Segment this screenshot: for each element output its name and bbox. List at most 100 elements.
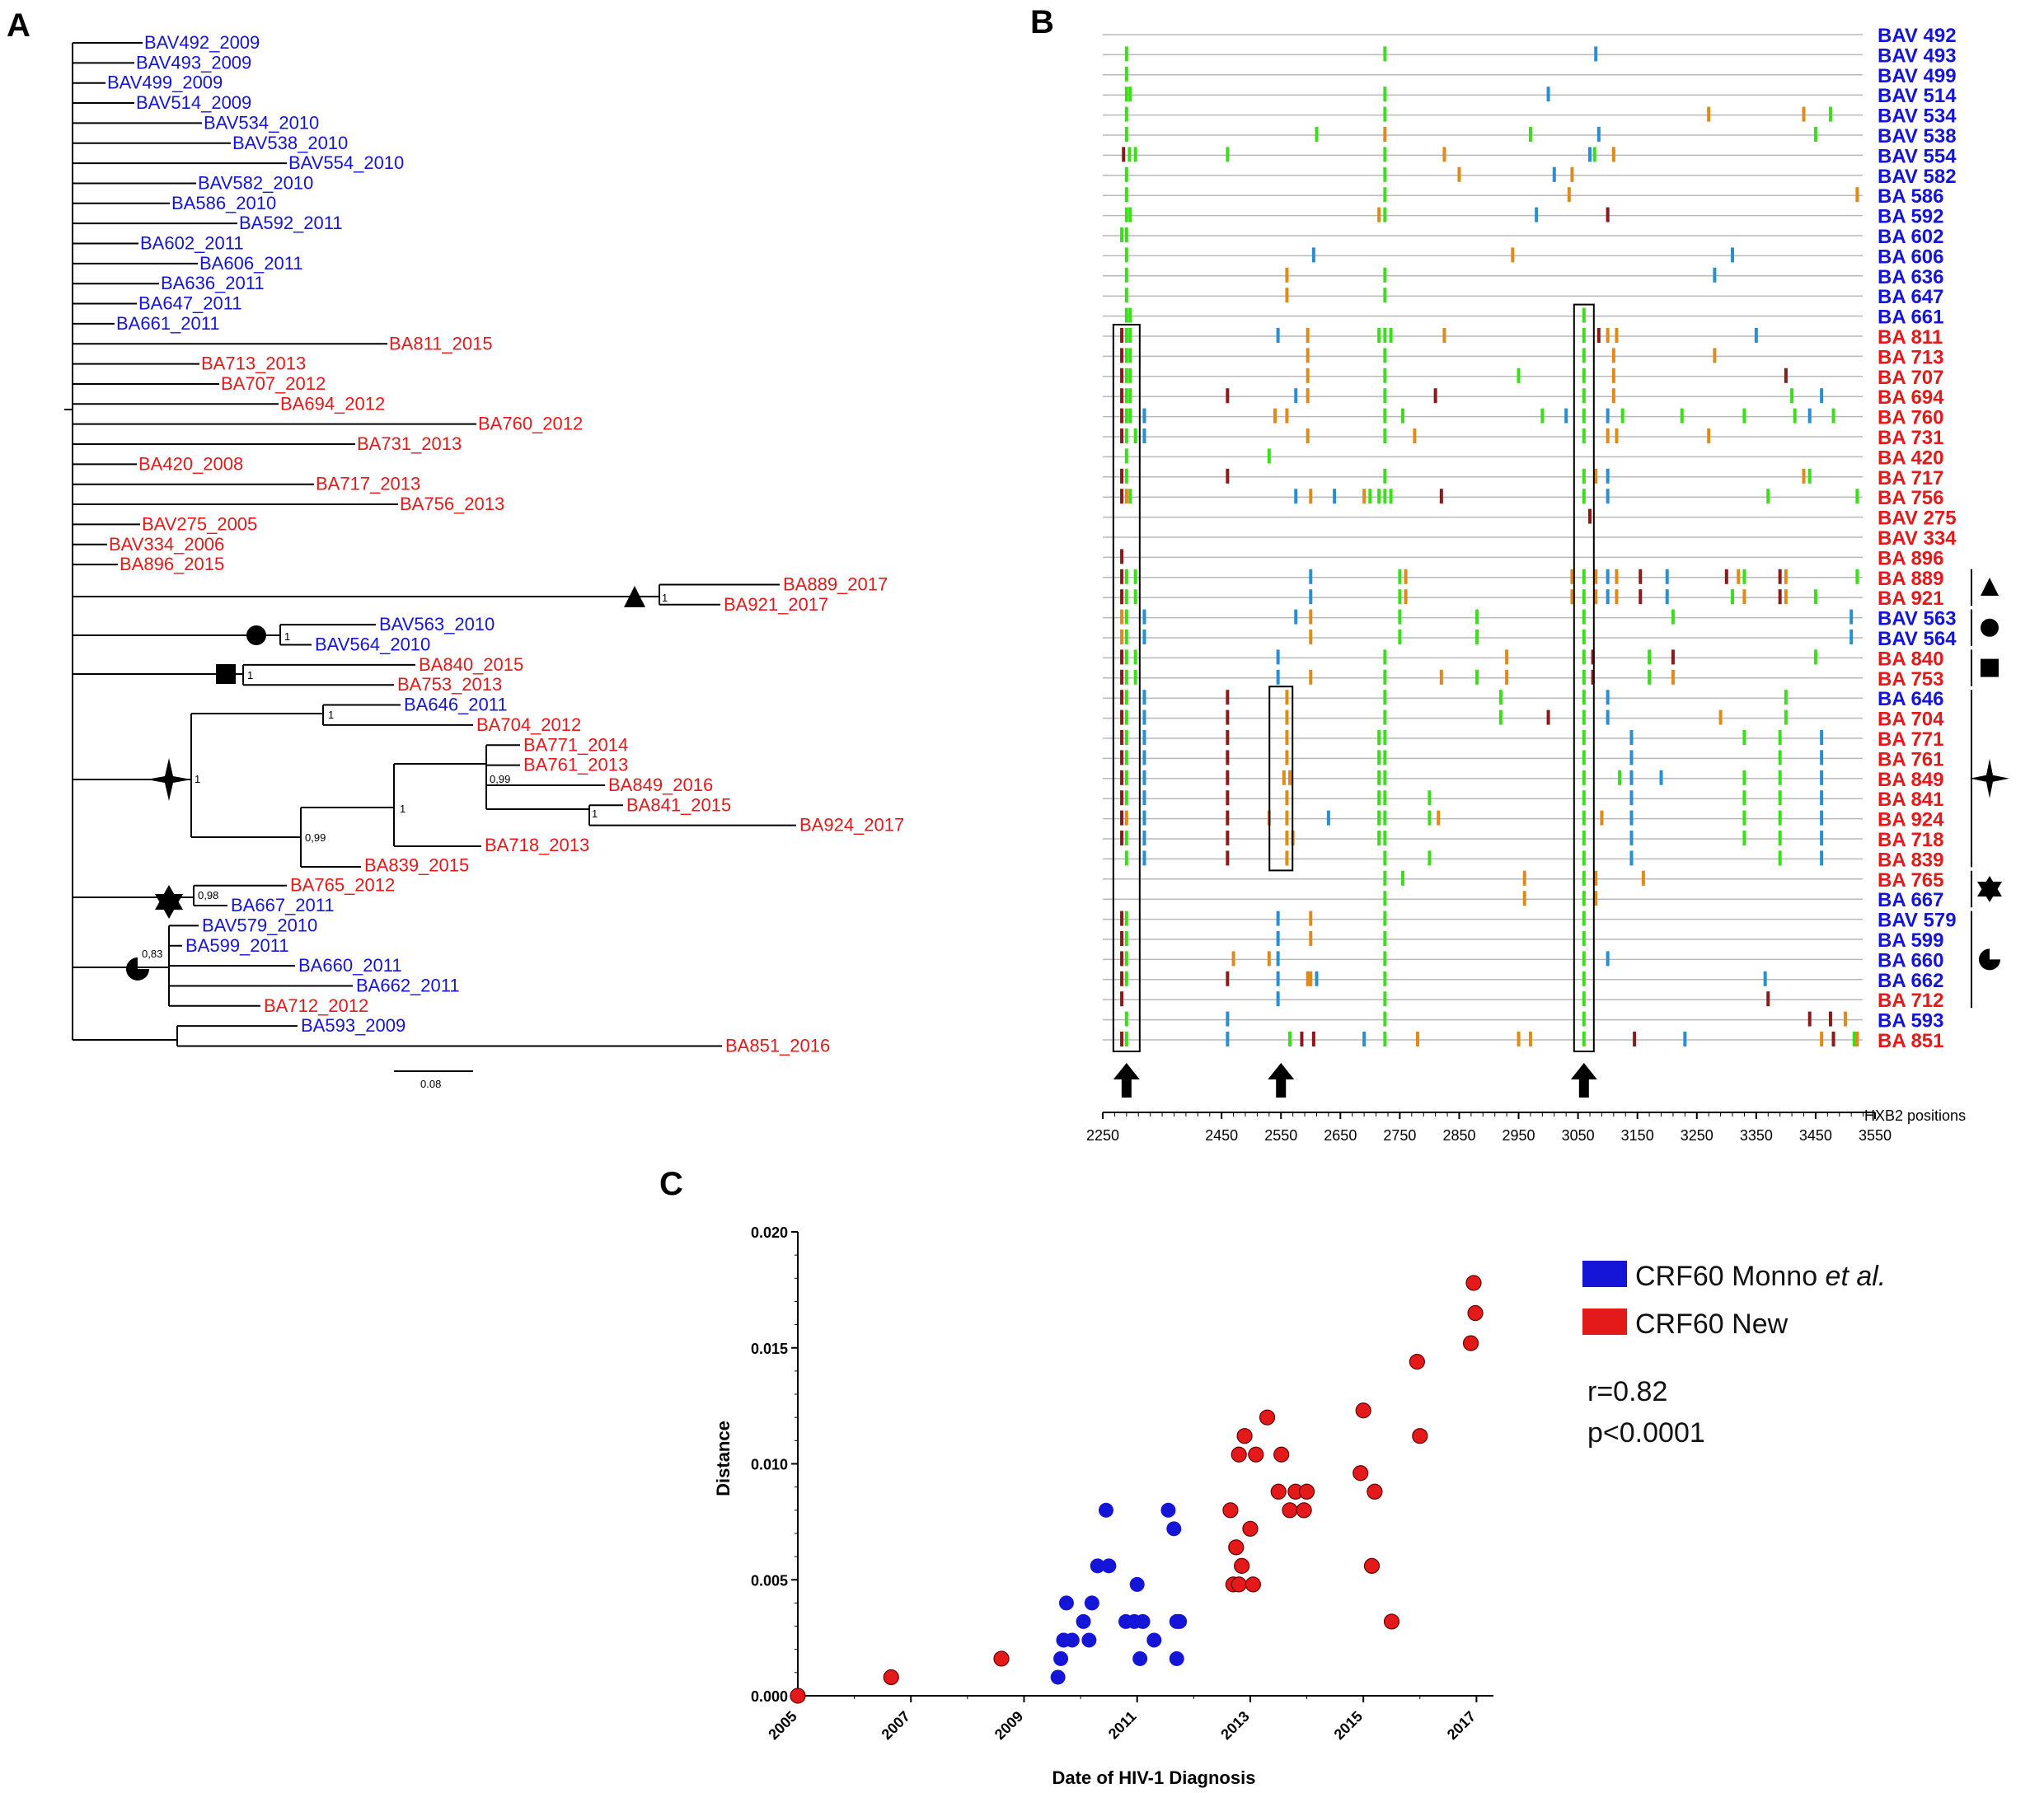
point-monno [1135,1613,1151,1629]
mutation-mark [1535,207,1539,222]
mutation-mark [1582,489,1586,504]
mutation-mark [1306,328,1310,343]
tip-label: BA712_2012 [264,995,368,1016]
sequence-label: BAV 582 [1878,166,1957,188]
sequence-label: BAV 538 [1878,125,1957,147]
mutation-mark [1124,207,1128,222]
four-point-star-icon [1970,758,2009,798]
tip-label: BA713_2013 [201,353,306,374]
point-new [1467,1304,1484,1322]
mutation-mark [1124,227,1128,242]
hxb2-axis-title: HXB2 positions [1864,1107,1966,1124]
mutation-mark [1226,850,1230,866]
mutation-mark [1124,328,1128,343]
highlight-box-1 [1112,324,1141,1052]
mutation-mark [1122,147,1126,162]
sequence-label: BA 646 [1878,688,1943,710]
mutation-mark [1124,690,1128,705]
square-icon [1981,658,1999,677]
mutation-mark [1778,850,1782,866]
mutation-mark [1582,931,1586,946]
mutation-mark [1294,388,1298,404]
scatter-y-tick-label: 0.005 [751,1572,788,1589]
point-monno [1053,1650,1069,1666]
mutation-mark [1142,750,1146,765]
mutation-mark [1683,1032,1687,1046]
mutation-mark [1315,127,1319,142]
mutation-mark [1362,489,1367,504]
mutation-mark [1124,288,1128,303]
mutation-mark [1552,166,1556,182]
mutation-mark [1120,569,1124,584]
point-monno [1129,1576,1145,1592]
mutation-mark [1475,630,1479,644]
mutation-mark [1124,46,1128,62]
mutation-mark [1276,649,1280,665]
mutation-mark [1309,630,1313,644]
mutation-mark [1285,690,1289,705]
tip-label: BA707_2012 [221,373,326,394]
mutation-mark [1475,669,1479,685]
mutation-mark [1226,690,1230,705]
mutation-mark [1594,569,1598,584]
point-monno [1081,1632,1097,1648]
mutation-mark [1124,307,1128,323]
mutation-mark [1582,709,1586,725]
mutation-mark [1594,891,1598,906]
mutation-mark [1606,569,1610,584]
scale-bar-label: 0.08 [420,1078,441,1090]
hxb2-tick-label: 3550 [1859,1127,1892,1144]
mutation-mark [1629,810,1634,826]
tip-label: BA420_2008 [138,453,243,474]
tree-tip-labels: BAV492_2009BAV493_2009BAV499_2009BAV514_… [107,32,904,1056]
tip-label: BA606_2011 [199,253,303,274]
mutation-mark [1802,468,1806,484]
mutation-mark [1591,669,1595,685]
mutation-mark [1582,609,1586,625]
mutation-mark [1567,187,1571,203]
tip-label: BA602_2011 [140,233,244,254]
phylogenetic-tree-panel: A BAV492_2009BAV493_2009BAV499_2009BAV51… [7,7,904,1090]
scatter-y-tick-label: 0.000 [751,1688,788,1705]
up-arrow-icon [1570,1063,1597,1098]
legend-label-red: CRF60 New [1635,1308,1788,1340]
mutation-mark [1309,931,1313,946]
mutation-mark [1128,307,1132,323]
point-new [883,1669,899,1686]
legend-swatch-blue [1582,1261,1627,1287]
sequence-label: BA 713 [1878,346,1943,368]
tip-label: BAV275_2005 [142,513,257,534]
sequence-label: BA 661 [1878,307,1943,329]
highlight-box-3 [1573,303,1595,1053]
mutation-mark [1124,709,1128,725]
mutation-mark [1707,428,1711,443]
sequence-label: BA 889 [1878,568,1943,590]
sequence-label: BA 924 [1878,809,1944,831]
mutation-mark [1120,730,1124,745]
mutation-mark [1142,408,1146,424]
mutation-mark [1784,709,1788,725]
mutation-mark [1594,589,1598,605]
mutation-mark [1713,348,1717,363]
mutation-mark [1285,267,1289,283]
tip-label: BAV499_2009 [107,73,223,93]
mutation-mark [1226,468,1230,484]
mutation-mark [1127,147,1132,162]
mutation-mark [1142,630,1146,644]
tip-label: BA593_2009 [301,1015,406,1036]
sequence-label: BA 761 [1878,748,1943,770]
mutation-mark [1383,46,1387,62]
point-monno [1050,1669,1066,1685]
sequence-label: BA 718 [1878,829,1943,851]
scatter-x-tick-label: 2011 [1105,1708,1140,1743]
tip-label: BA841_2015 [626,794,731,815]
mutation-mark [1128,408,1132,424]
mutation-mark [1439,489,1443,504]
tip-label: BA599_2011 [185,935,289,956]
mutation-mark [1582,991,1586,1007]
mutation-mark [1383,971,1387,986]
mutation-mark [1124,589,1128,605]
mutation-mark [1383,348,1387,363]
hxb2-tick-label: 3250 [1681,1127,1713,1144]
mutation-mark [1511,247,1515,263]
